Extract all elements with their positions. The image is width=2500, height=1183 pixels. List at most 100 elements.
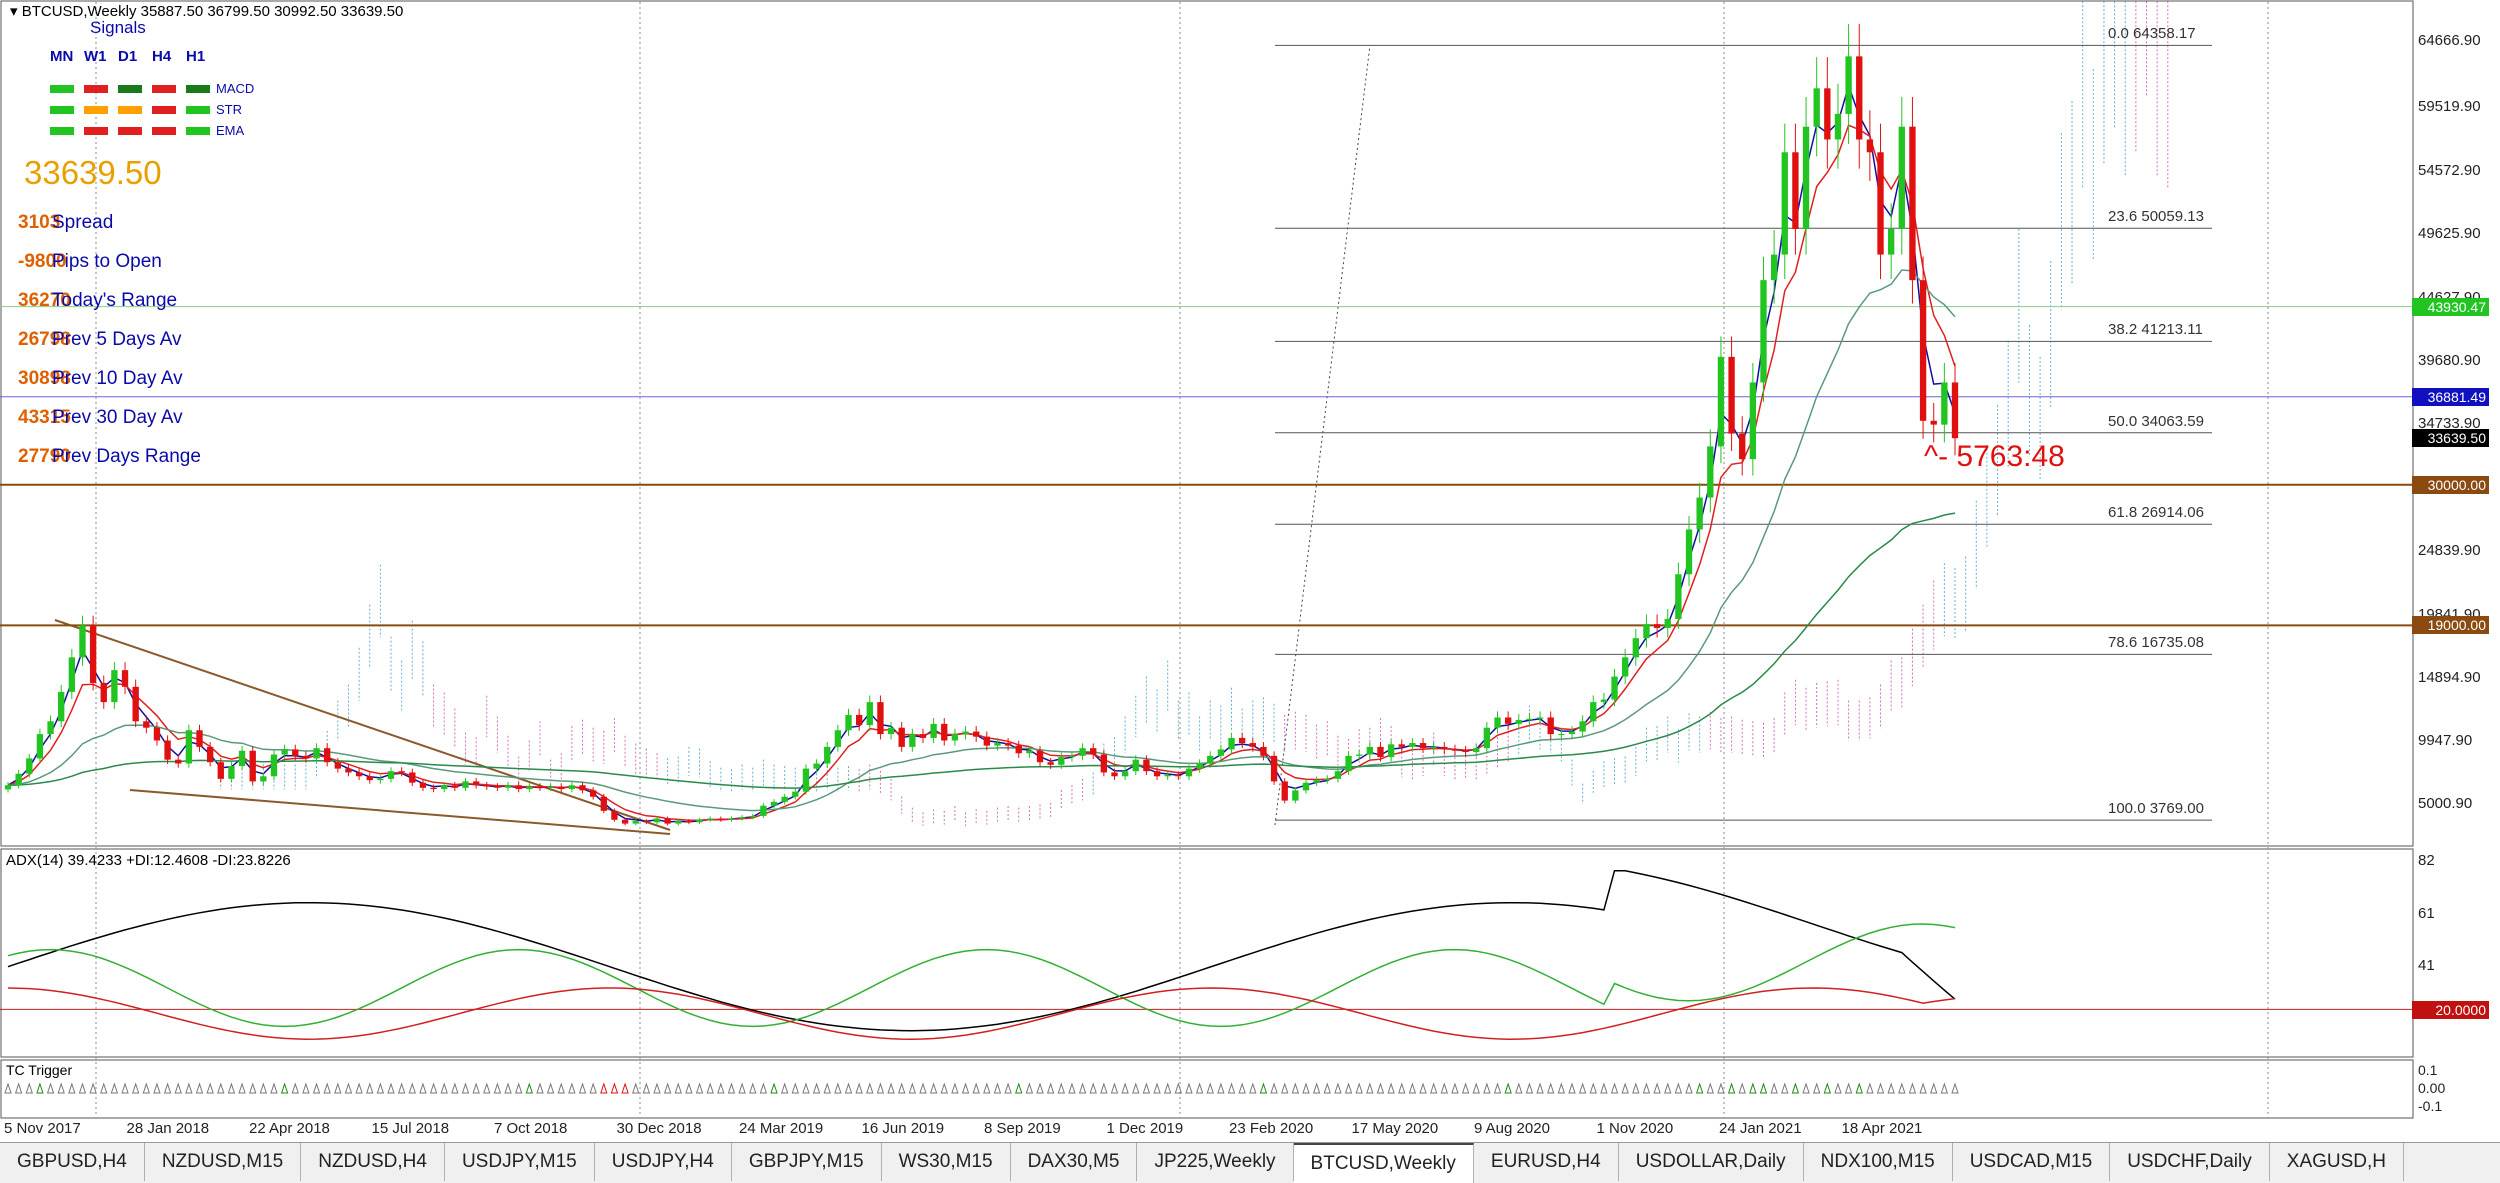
symbol-tab[interactable]: NZDUSD,M15 [145,1143,302,1181]
candle-body [632,821,639,824]
symbol-tab[interactable]: XAGUSD,H [2270,1143,2405,1181]
symbol-tab[interactable]: USDCHF,Daily [2110,1143,2270,1181]
stat-value: 30898 [18,368,71,389]
candle-body [1526,718,1533,721]
signal-cell [50,126,74,135]
tc-marker [717,1082,725,1094]
candle-body [1483,727,1491,749]
signal-cell [84,84,108,93]
candle-body [441,785,448,790]
tc-marker [983,1082,991,1094]
tc-tick-mid: 0.00 [2418,1080,2446,1096]
tc-marker [844,1082,853,1094]
tc-marker [312,1082,321,1094]
tc-marker [1781,1082,1789,1094]
candle-body [589,790,597,797]
symbol-tab[interactable]: GBPUSD,H4 [0,1143,145,1181]
candle-body [558,786,565,790]
candle-body [1451,749,1459,751]
candle-body [238,750,246,767]
tc-panel-frame [0,1059,2414,1119]
symbol-tab[interactable]: GBPJPY,M15 [732,1143,882,1181]
tc-marker [1334,1082,1342,1094]
tc-marker [1472,1082,1480,1094]
tc-marker [429,1082,438,1094]
tc-marker [653,1082,661,1094]
y-axis-tick: 9947.90 [2418,732,2473,750]
tc-marker [131,1082,140,1094]
symbol-tab[interactable]: USDCAD,M15 [1953,1143,2111,1181]
tc-marker [1664,1082,1672,1094]
tc-marker [227,1082,236,1094]
candle-body [1813,88,1820,127]
tc-marker [1057,1082,1065,1094]
candle-body [1345,755,1352,772]
symbol-tab[interactable]: USDOLLAR,Daily [1619,1143,1804,1181]
symbol-tab[interactable]: EURUSD,H4 [1474,1143,1619,1181]
candle-body [696,819,703,823]
candle-body [760,805,767,816]
tc-marker [1568,1082,1576,1094]
fib-label: 38.2 41213.11 [2108,321,2203,339]
price-level-label: 43930.47 [2412,297,2489,316]
candle-body [1845,56,1852,114]
candle-body [1036,750,1044,763]
symbol-tab[interactable]: USDJPY,M15 [445,1143,595,1181]
symbol-tab[interactable]: NDX100,M15 [1804,1143,1953,1181]
tc-marker [344,1082,353,1094]
candle-body [1877,152,1884,255]
tc-marker [1089,1082,1097,1094]
fib-label: 23.6 50059.13 [2108,208,2204,226]
candle-body [1834,113,1842,140]
candle-body [249,750,256,782]
candle-body [685,821,693,823]
symbol-tab[interactable]: NZDUSD,H4 [301,1143,445,1181]
signal-cell [118,126,142,135]
adx-level-label: 20.0000 [2412,1001,2489,1019]
tc-marker [1515,1082,1523,1094]
tc-marker [36,1082,44,1094]
symbol-tab[interactable]: JP225,Weekly [1137,1143,1294,1181]
price-level-label: 33639.50 [2412,429,2489,448]
tc-marker [440,1082,448,1094]
candle-body [802,768,810,792]
fib-label: 61.8 26914.06 [2108,504,2204,522]
candle-body [1058,757,1065,765]
candle-body [1121,771,1129,777]
tc-marker [206,1082,214,1094]
x-axis-tick: 1 Nov 2020 [1596,1120,1674,1137]
tc-marker [1004,1082,1012,1094]
symbol-tab[interactable]: BTCUSD,Weekly [1293,1143,1474,1183]
chart-menu-icon[interactable]: ▾ [10,3,18,20]
tc-marker [1046,1082,1055,1094]
stat-label: Prev 10 Day Av [52,368,183,389]
stat-label: Today's Range [52,290,178,311]
candle-body [1887,228,1895,255]
candle-body [1600,699,1608,703]
chart-title: ▾ BTCUSD,Weekly 35887.50 36799.50 30992.… [10,2,403,20]
trendline-upper [54,619,671,831]
tc-marker [121,1082,129,1094]
moving-average-line [7,269,1956,812]
candle-body [1313,780,1320,783]
candle-body [270,754,278,777]
candle-body [1175,775,1182,777]
tc-marker [1355,1082,1363,1094]
stat-value: 43315 [18,407,71,428]
tc-marker [1238,1082,1246,1094]
symbol-tab[interactable]: USDJPY,H4 [595,1143,732,1181]
candle-body [1270,755,1278,782]
tc-marker [1642,1082,1651,1094]
x-axis-tick: 30 Dec 2018 [616,1120,702,1137]
adx-series-line [7,869,1956,1032]
symbol-tab[interactable]: DAX30,M5 [1011,1143,1138,1181]
candle-body [781,796,788,802]
tc-marker [419,1082,427,1094]
candle-body [1547,717,1554,735]
symbol-tab[interactable]: WS30,M15 [882,1143,1011,1181]
y-axis-tick: 24839.90 [2418,541,2481,559]
tc-marker [1461,1082,1470,1094]
tc-marker [1142,1082,1151,1094]
candle-body [1462,750,1469,752]
